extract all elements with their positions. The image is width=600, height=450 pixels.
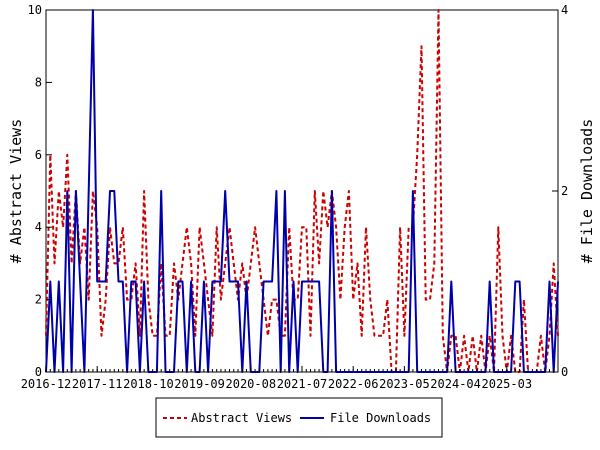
y-right-tick-label: 2 — [561, 184, 568, 198]
y-axis-right: 0 2 4 — [552, 3, 568, 379]
legend-label-file-downloads: File Downloads — [330, 411, 431, 425]
x-axis: 2016-12 2017-11 2018-10 2019-09 2020-08 2021-… — [21, 366, 559, 391]
y-left-tick-label: 4 — [35, 220, 42, 234]
y-axis-left: 0 2 4 6 8 10 — [28, 3, 52, 379]
y-left-tick-label: 6 — [35, 148, 42, 162]
y-right-tick-label: 4 — [561, 3, 568, 17]
y-right-tick-label: 0 — [561, 365, 568, 379]
y-axis-left-title: # Abstract Views — [7, 119, 25, 264]
y-left-tick-label: 10 — [28, 3, 42, 17]
x-tick-label: 2020-08 — [226, 377, 277, 391]
y-left-tick-label: 8 — [35, 75, 42, 89]
legend-label-abstract-views: Abstract Views — [191, 411, 292, 425]
y-left-tick-label: 2 — [35, 293, 42, 307]
x-tick-label: 2019-09 — [174, 377, 225, 391]
x-tick-label: 2017-11 — [72, 377, 123, 391]
x-tick-label: 2023-05 — [379, 377, 430, 391]
x-tick-label: 2025-03 — [482, 377, 533, 391]
y-left-tick-label: 0 — [35, 365, 42, 379]
plot-area — [45, 9, 559, 373]
x-tick-label: 2018-10 — [123, 377, 174, 391]
series-line-abstract-views — [45, 9, 559, 373]
x-tick-label: 2024-04 — [430, 377, 481, 391]
legend: Abstract Views File Downloads — [155, 397, 443, 438]
x-tick-label: 2016-12 — [21, 377, 72, 391]
x-tick-label: 2022-06 — [328, 377, 379, 391]
y-axis-right-title: # File Downloads — [578, 119, 596, 264]
x-tick-label: 2021-07 — [277, 377, 328, 391]
legend-box — [155, 397, 443, 438]
